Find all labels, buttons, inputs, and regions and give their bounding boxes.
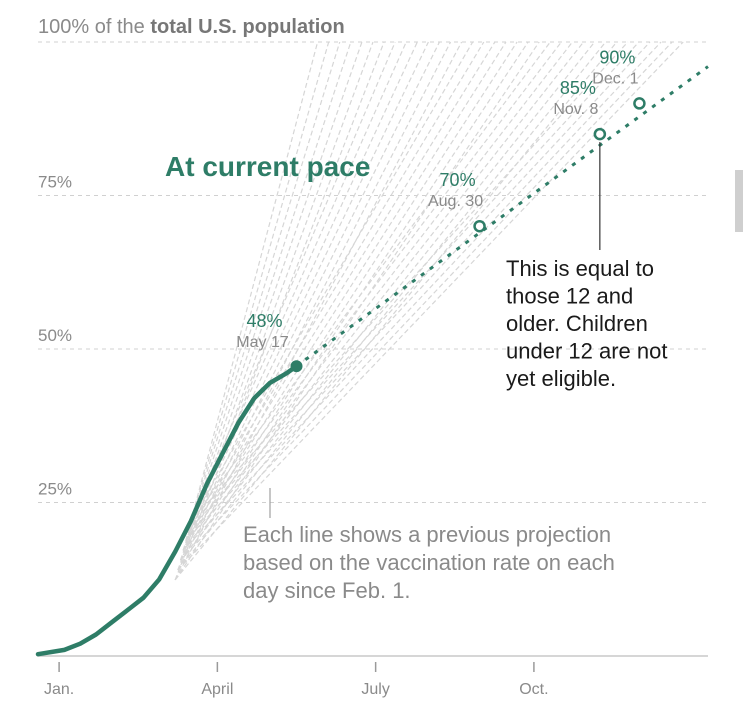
milestone-date-label: Dec. 1 bbox=[592, 70, 638, 87]
past-projection-line bbox=[177, 41, 529, 571]
past-projection-line bbox=[185, 41, 573, 541]
past-projection-line bbox=[177, 41, 452, 571]
y-tick-label: 75% bbox=[38, 173, 72, 192]
eligible-note-line: under 12 are not bbox=[506, 339, 667, 364]
past-projection-line bbox=[182, 41, 584, 551]
milestone-date-label: May 17 bbox=[236, 334, 289, 351]
pace-label: At current pace bbox=[165, 151, 370, 182]
milestone-percent-label: 85% bbox=[560, 78, 596, 98]
projection-note-line: day since Feb. 1. bbox=[243, 578, 411, 603]
past-projection-line bbox=[179, 41, 518, 561]
past-projection-line bbox=[174, 41, 618, 581]
past-projection-line bbox=[185, 41, 418, 541]
past-projection-line bbox=[174, 41, 385, 581]
milestone-point bbox=[473, 219, 486, 233]
past-projection-line bbox=[174, 41, 540, 581]
past-projection-line bbox=[180, 41, 673, 561]
past-projection-line bbox=[177, 41, 374, 571]
milestone-date-label: Nov. 8 bbox=[553, 101, 598, 118]
past-projection-line bbox=[182, 41, 429, 551]
past-projection-line bbox=[182, 41, 352, 551]
milestone-date-label: Aug. 30 bbox=[428, 193, 483, 210]
x-tick-label: July bbox=[361, 681, 389, 698]
past-projection-line bbox=[185, 41, 496, 541]
past-projection-line bbox=[185, 41, 651, 541]
projection-note-line: based on the vaccination rate on each bbox=[243, 550, 615, 575]
past-projection-line bbox=[187, 41, 562, 532]
chart-title: 100% of the total U.S. population bbox=[38, 16, 345, 38]
past-projection-line bbox=[190, 41, 396, 522]
axes: 25% 50% 75% Jan. April July Oct. bbox=[38, 173, 708, 698]
past-projection-line bbox=[182, 41, 507, 551]
actual-vaccination-line bbox=[35, 363, 299, 657]
x-tick-label: Oct. bbox=[519, 681, 548, 698]
scrollbar-thumb[interactable] bbox=[735, 170, 743, 232]
current-pace-projection-line bbox=[295, 65, 709, 368]
past-projection-line bbox=[190, 41, 551, 522]
y-tick-label: 50% bbox=[38, 326, 72, 345]
eligible-note-line: yet eligible. bbox=[506, 366, 616, 391]
past-projection-line bbox=[179, 41, 441, 561]
past-projection-line bbox=[190, 41, 629, 522]
series bbox=[35, 65, 709, 657]
past-projection-line bbox=[182, 41, 662, 551]
chart-title-bold: total U.S. population bbox=[150, 16, 344, 38]
past-projection-line bbox=[187, 41, 485, 532]
chart-title-prefix: 100% of the bbox=[38, 16, 150, 38]
past-projection-lines bbox=[174, 41, 684, 581]
past-projection-line bbox=[174, 41, 463, 581]
projection-note-line: Each line shows a previous projection bbox=[243, 522, 611, 547]
eligible-note-line: This is equal to bbox=[506, 256, 654, 281]
milestone-percent-label: 70% bbox=[440, 170, 476, 190]
eligible-note-line: those 12 and bbox=[506, 284, 633, 309]
milestone-point bbox=[633, 97, 646, 110]
past-projection-line bbox=[190, 41, 474, 522]
eligible-note-line: older. Children bbox=[506, 311, 648, 336]
y-tick-label: 25% bbox=[38, 480, 72, 499]
x-tick-label: Jan. bbox=[44, 681, 74, 698]
past-projection-line bbox=[177, 41, 607, 571]
past-projection-line bbox=[185, 41, 341, 541]
past-projection-line bbox=[187, 41, 640, 532]
milestone-point bbox=[593, 127, 607, 141]
milestone-point bbox=[290, 360, 303, 373]
annotations: 48% May 17 70% Aug. 30 85% Nov. 8 90% Dec. 1 Thi… bbox=[236, 47, 667, 603]
x-tick-label: April bbox=[201, 681, 233, 698]
past-projection-line bbox=[187, 41, 330, 531]
milestone-percent-label: 48% bbox=[246, 311, 282, 331]
past-projection-line bbox=[190, 41, 319, 522]
milestone-percent-label: 90% bbox=[599, 47, 635, 67]
